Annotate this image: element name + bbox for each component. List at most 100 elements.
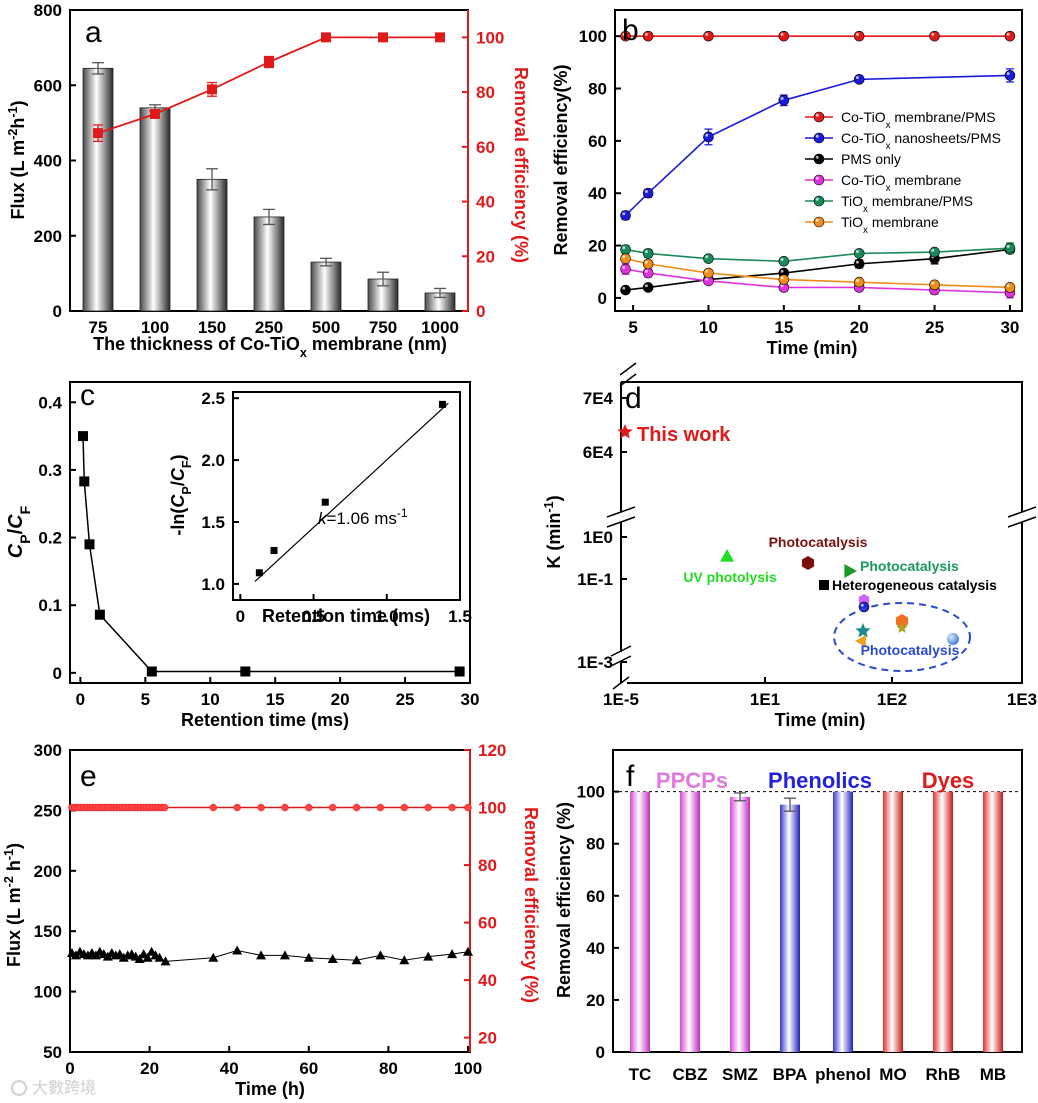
panel-b-point-body: [1004, 30, 1016, 42]
panel-b-point-body: [703, 267, 714, 279]
panel-b-point-shine: [622, 212, 626, 216]
panel-c-xtick-5: 5: [141, 690, 150, 709]
panel-b-legend-label: PMS only: [841, 151, 901, 167]
panel-c-point: [146, 666, 157, 677]
panel-c-xtick-25: 25: [396, 690, 415, 709]
panel-b-point: [703, 267, 714, 279]
panel-a-xlabel: The thickness of Co-TiOx membrane (nm): [93, 334, 447, 360]
panel-f-group-phenolics: Phenolics: [768, 768, 872, 793]
panel-b-point-body: [642, 248, 654, 259]
panel-b-ytick-80: 80: [588, 80, 607, 99]
panel-f-group-ppcps: PPCPs: [656, 768, 728, 793]
panel-b-point-shine: [622, 246, 626, 250]
panel-a-removal-point: [93, 128, 103, 139]
panel-e-flux-point: [447, 949, 458, 959]
panel-d-ytick-6E4: 6E4: [583, 443, 614, 462]
panel-d-xtick-1E-5: 1E-5: [603, 690, 639, 709]
panel-f-bar: [983, 791, 1003, 1052]
panel-c-ytick-0.1: 0.1: [38, 596, 62, 615]
panel-d-xtick-1E1: 1E1: [750, 690, 780, 709]
panel-b-point-shine: [780, 258, 784, 262]
panel-e-removal-point: [464, 803, 472, 812]
panel-c-point: [94, 609, 105, 620]
panel-b-point-body: [642, 282, 654, 293]
panel-c-ytick-0.4: 0.4: [38, 393, 62, 412]
panel-b-point: [703, 30, 714, 42]
panel-b-point-shine: [1006, 72, 1010, 76]
panel-b-point: [642, 30, 654, 42]
panel-c-xtick-10: 10: [201, 690, 220, 709]
panel-d-photocatalysis-marker-2: [844, 564, 857, 578]
panel-b-point: [620, 244, 631, 255]
panel-f-bar: [780, 804, 800, 1052]
panel-c-ytick-0.2: 0.2: [38, 529, 62, 548]
panel-f-ytick-100: 100: [577, 783, 605, 802]
panel-b-legend-marker-body: [813, 132, 825, 144]
panel-a-xtick-1000: 1000: [421, 318, 459, 337]
panel-c-ytick-0: 0: [53, 664, 62, 683]
panel-b-point: [642, 282, 654, 293]
panel-b-xtick-30: 30: [1000, 318, 1019, 337]
panel-b-point-body: [703, 30, 714, 42]
panel-f-ytick-20: 20: [586, 991, 605, 1010]
panel-e-removal-point: [233, 803, 241, 812]
panel-c-inset-ytick-1.5: 1.5: [201, 513, 225, 532]
panel-e-flux-point: [375, 950, 386, 960]
panel-c-inset-point: [438, 400, 446, 408]
panel-a-bar: [310, 261, 342, 312]
panel-e-ytick-200: 200: [34, 862, 62, 881]
panel-b-point-shine: [705, 32, 709, 36]
panel-b-point: [642, 187, 654, 199]
panel-b-point-body: [1004, 242, 1016, 254]
panel-b-point: [642, 258, 654, 270]
panel-e-ytick-right-120: 120: [478, 741, 506, 760]
panel-e-xtick-80: 80: [379, 1059, 398, 1078]
panel-e-removal-point: [424, 803, 432, 812]
panel-e-ylabel-right: Removal efficiency (%): [521, 807, 541, 1003]
panel-e-removal-point: [376, 803, 385, 812]
watermark-logo-icon: [11, 1080, 27, 1096]
panel-a-removal-point: [264, 56, 274, 67]
panel-b-point: [620, 30, 631, 42]
panel-a-bar: [82, 67, 114, 312]
panel-a-ylabel-right: Removal efficiency (%): [511, 67, 531, 263]
panel-c-inset-xtick-0.5: 0.5: [302, 607, 326, 626]
panel-b-point-shine: [855, 250, 859, 254]
panel-f-bar: [630, 791, 650, 1052]
panel-a-ytick-right-40: 40: [476, 193, 495, 212]
panel-c-point: [240, 666, 251, 677]
panel-c-inset-annotation: k=1.06 ms-1: [318, 506, 408, 528]
panel-b-ytick-0: 0: [598, 289, 607, 308]
panel-e-flux-point: [118, 952, 129, 962]
panel-b-point-body: [929, 279, 940, 291]
panel-d-label-this-work: This work: [637, 424, 731, 446]
panel-c-xtick-0: 0: [76, 690, 85, 709]
panel-f-group-dyes: Dyes: [922, 768, 975, 793]
panel-e-removal-point: [400, 803, 409, 812]
panel-b-point-body: [642, 267, 654, 279]
panel-d-heterogeneous-marker: [819, 580, 829, 590]
panel-a-ytick-0: 0: [53, 302, 62, 321]
panel-b-point: [620, 263, 631, 275]
panel-b-legend-marker: [813, 153, 825, 165]
panel-b-point-shine: [644, 284, 648, 288]
panel-b-point: [778, 30, 790, 42]
panel-a-ytick-400: 400: [34, 152, 62, 171]
panel-b-ytick-20: 20: [588, 237, 607, 256]
panel-b-legend-marker-body: [813, 216, 825, 228]
panel-e-xtick-60: 60: [299, 1059, 318, 1078]
panel-b-point: [853, 276, 865, 288]
panel-f-ytick-80: 80: [586, 835, 605, 854]
panel-b-point-shine: [780, 269, 784, 273]
panel-c-point: [454, 666, 465, 677]
panel-d-label-uv: UV photolysis: [683, 569, 777, 585]
panel-b-point-shine: [1006, 244, 1010, 248]
panel-b-point-shine: [931, 281, 935, 285]
panel-b-point-shine: [622, 265, 626, 269]
panel-e-flux-point: [232, 945, 243, 955]
panel-b-point-shine: [705, 133, 709, 137]
panel-f-xtick-SMZ: SMZ: [722, 1065, 758, 1084]
panel-f-letter: f: [626, 760, 635, 793]
panel-e-flux-point: [463, 946, 473, 956]
panel-a-bar: [196, 178, 228, 312]
